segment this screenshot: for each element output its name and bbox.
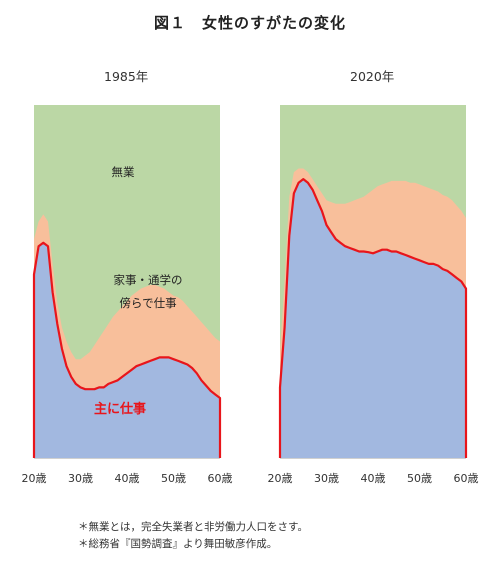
label-main-work: 主に仕事 — [94, 401, 146, 417]
area-main-work-0 — [34, 242, 220, 458]
area-main-work-1 — [280, 179, 466, 458]
label-none: 無業 — [112, 165, 135, 179]
tick-label-1-2: 40歳 — [361, 472, 386, 485]
label-side-work-line1: 家事・通学の — [114, 273, 183, 287]
tick-label-0-2: 40歳 — [115, 472, 140, 485]
tick-label-0-1: 30歳 — [68, 472, 93, 485]
footnote-2: ＊総務省『国勢調査』より舞田敏彦作成。 — [78, 538, 278, 550]
line-main-work-1 — [278, 178, 468, 458]
panel-1985: 20歳 30歳 40歳 50歳 60歳 — [22, 105, 233, 485]
tick-label-0-0: 20歳 — [22, 472, 47, 485]
tick-label-0-3: 50歳 — [161, 472, 186, 485]
footnote-1: ＊無業とは，完全失業者と非労働力人口をさす。 — [78, 521, 308, 533]
tick-label-1-1: 30歳 — [314, 472, 339, 485]
tick-label-1-0: 20歳 — [268, 472, 293, 485]
tick-label-1-4: 60歳 — [454, 472, 479, 485]
panel-2020: 20歳 30歳 40歳 50歳 60歳 — [268, 105, 479, 485]
label-side-work-line2: 傍らで仕事 — [119, 296, 176, 310]
region-labels: 無業 家事・通学の 傍らで仕事 主に仕事 — [94, 165, 183, 417]
tick-label-0-4: 60歳 — [208, 472, 233, 485]
tick-label-1-3: 50歳 — [407, 472, 432, 485]
panel-label-1985: 1985年 — [104, 69, 149, 84]
chart-title: 図１ 女性のすがたの変化 — [153, 14, 346, 32]
line-main-work-0 — [32, 241, 222, 458]
panel-label-2020: 2020年 — [350, 69, 395, 84]
footnotes: ＊無業とは，完全失業者と非労働力人口をさす。 ＊総務省『国勢調査』より舞田敏彦作… — [78, 519, 308, 553]
